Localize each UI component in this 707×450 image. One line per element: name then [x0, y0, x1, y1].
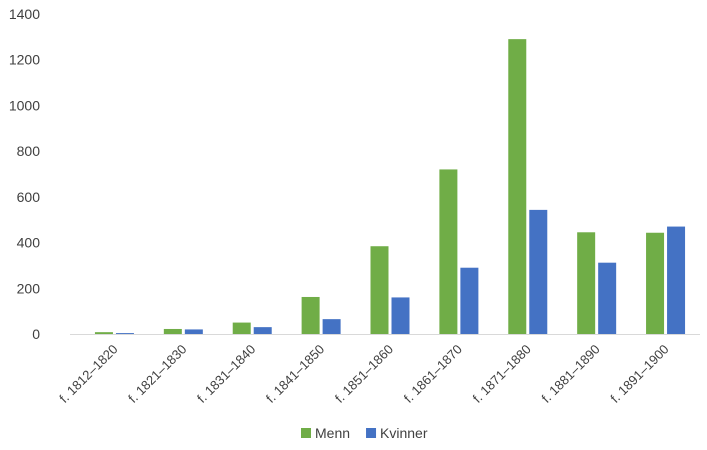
bar-kvinner-7 [598, 262, 617, 334]
x-tick-label: f. 1861–1870 [401, 342, 465, 406]
y-tick-label: 1200 [9, 52, 40, 68]
y-tick-label: 0 [32, 326, 40, 342]
bar-kvinner-0 [115, 333, 134, 334]
bar-kvinner-8 [667, 226, 686, 334]
bar-menn-0 [94, 332, 113, 334]
bar-menn-8 [646, 232, 665, 334]
y-tick-label: 800 [17, 143, 41, 159]
x-axis: f. 1812–1820 f. 1821–1830 f. 1831–1840 f. 1… [56, 342, 671, 406]
bar-kvinner-6 [529, 209, 548, 334]
bar-kvinner-3 [322, 319, 341, 334]
bar-menn-1 [163, 328, 182, 334]
bar-menn-2 [232, 322, 251, 334]
bars [94, 39, 686, 335]
y-tick-label: 1000 [9, 97, 40, 113]
legend-label-kvinner: Kvinner [380, 425, 428, 441]
bar-menn-4 [370, 246, 389, 334]
y-tick-label: 1400 [9, 6, 40, 22]
y-tick-label: 200 [17, 280, 41, 296]
bar-menn-7 [577, 232, 596, 334]
legend-swatch-kvinner [366, 428, 377, 438]
x-tick-label: f. 1821–1830 [125, 342, 189, 406]
bar-kvinner-4 [391, 297, 410, 334]
x-tick-label: f. 1881–1890 [539, 342, 603, 406]
x-tick-label: f. 1851–1860 [332, 342, 396, 406]
x-tick-label: f. 1841–1850 [263, 342, 327, 406]
bar-kvinner-5 [460, 267, 479, 334]
bar-menn-6 [508, 39, 527, 335]
bar-menn-5 [439, 169, 458, 334]
bar-kvinner-1 [184, 329, 203, 334]
y-tick-label: 400 [17, 235, 41, 251]
x-tick-label: f. 1871–1880 [470, 342, 534, 406]
bar-kvinner-2 [253, 327, 272, 334]
legend-label-menn: Menn [315, 425, 350, 441]
y-axis: 0 200 400 600 800 1000 1200 1400 [9, 6, 40, 342]
x-tick-label: f. 1812–1820 [56, 342, 120, 406]
x-tick-label: f. 1831–1840 [194, 342, 258, 406]
legend: Menn Kvinner [301, 425, 428, 441]
y-tick-label: 600 [17, 189, 41, 205]
x-tick-label: f. 1891–1900 [607, 342, 671, 406]
legend-swatch-menn [301, 428, 311, 438]
bar-menn-3 [301, 296, 320, 334]
